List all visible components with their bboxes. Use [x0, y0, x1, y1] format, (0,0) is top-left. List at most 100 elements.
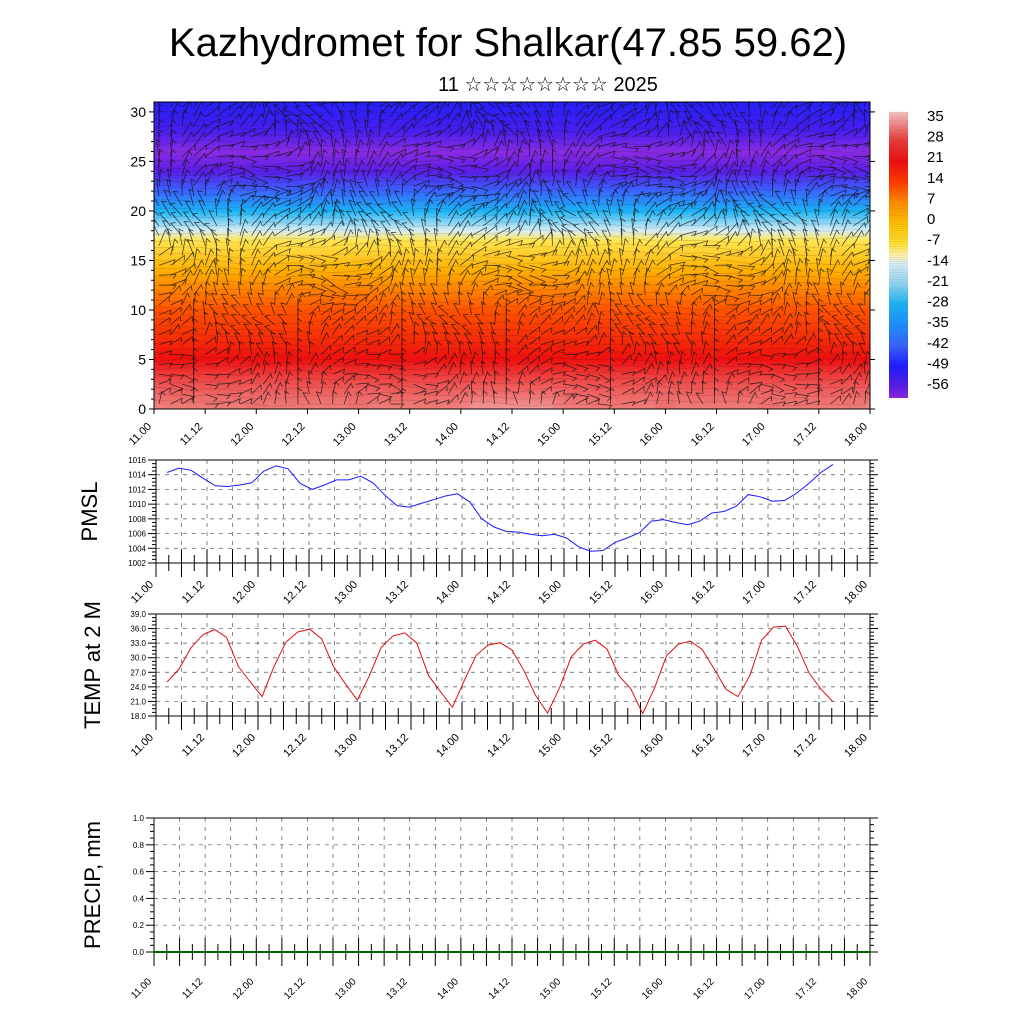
wind-barb	[586, 258, 597, 276]
contour-line	[154, 102, 867, 110]
wind-barb	[686, 102, 692, 108]
wind-barb	[757, 119, 763, 137]
wind-barb	[193, 247, 201, 266]
colorbar-label: -42	[927, 335, 949, 352]
wind-barb	[664, 291, 671, 306]
x-tick-label: 12.00	[231, 976, 257, 1002]
wind-barb	[656, 380, 663, 395]
wind-barb	[296, 113, 310, 128]
wind-barb	[552, 340, 566, 346]
y-tick-label: 30.0	[130, 654, 146, 663]
wind-barb	[644, 166, 663, 175]
wind-barb	[170, 373, 185, 380]
wind-barb	[748, 391, 758, 405]
wind-barb	[829, 200, 842, 217]
wind-barb	[460, 324, 472, 335]
wind-barb	[864, 219, 870, 227]
wind-barb	[529, 149, 539, 167]
wind-barb	[251, 372, 261, 385]
wind-barb	[772, 335, 783, 345]
wind-barb	[529, 294, 544, 301]
wind-barb	[378, 326, 390, 336]
wind-barb	[332, 274, 351, 281]
wind-barb	[170, 109, 179, 127]
wind-barb	[239, 228, 248, 246]
wind-barb	[540, 314, 551, 326]
x-tick-label: 12.12	[282, 976, 308, 1002]
wind-barb	[633, 259, 644, 276]
wind-barb	[783, 392, 798, 398]
wind-barb	[586, 136, 603, 147]
x-tick-label: 14.00	[434, 579, 462, 607]
wind-barb	[593, 301, 600, 316]
wind-barb	[644, 102, 654, 118]
wind-barb	[575, 103, 589, 118]
wind-barb	[438, 314, 449, 326]
wind-barb	[220, 293, 229, 306]
wind-barb	[853, 281, 861, 296]
wind-barb	[274, 225, 290, 237]
wind-barb	[378, 131, 391, 147]
wind-barb	[228, 367, 241, 375]
wind-barb	[413, 373, 428, 380]
x-tick-label: 16.00	[638, 732, 666, 760]
x-tick-label: 16.00	[638, 579, 666, 607]
wind-barb	[332, 322, 342, 335]
wind-barb	[748, 150, 760, 167]
wind-barb	[777, 229, 785, 246]
wind-barb	[702, 311, 710, 325]
wind-barb	[500, 102, 507, 108]
wind-barb	[239, 102, 247, 108]
wind-barb	[459, 211, 472, 227]
wind-barb	[716, 131, 727, 147]
wind-barb	[320, 221, 333, 236]
wind-barb	[441, 322, 449, 335]
wind-barb	[203, 311, 209, 325]
wind-barb	[402, 211, 414, 227]
wind-barb	[219, 324, 229, 335]
wind-barb	[424, 104, 439, 118]
wind-barb	[783, 373, 798, 380]
wind-barb	[228, 171, 246, 178]
wind-barb	[193, 268, 203, 286]
wind-barb	[413, 179, 431, 187]
wind-barb	[563, 239, 575, 256]
wind-barb	[668, 175, 685, 186]
wind-barb	[841, 386, 854, 395]
x-tick-label: 16.00	[638, 421, 666, 449]
wind-barb	[656, 166, 675, 174]
wind-barb	[448, 373, 459, 385]
wind-barb	[714, 188, 723, 207]
wind-barb	[679, 371, 688, 385]
colorbar-label: -21	[927, 273, 949, 290]
wind-barb	[239, 175, 258, 185]
wind-barb	[355, 148, 361, 167]
wind-barb	[494, 294, 505, 306]
wind-barb	[251, 269, 263, 286]
wind-barb	[286, 189, 304, 197]
wind-barb	[238, 340, 244, 355]
wind-barb	[390, 353, 405, 359]
wind-barb	[818, 198, 824, 216]
wind-barb	[606, 267, 612, 286]
grid-lines	[156, 460, 870, 563]
wind-barb	[216, 347, 229, 355]
wind-barb	[204, 268, 215, 286]
wind-barb	[158, 316, 171, 326]
wind-barb	[644, 352, 654, 365]
wind-barb	[540, 366, 553, 375]
wind-barb	[633, 227, 639, 246]
wind-barb	[494, 370, 500, 385]
wind-barb	[506, 284, 524, 294]
wind-barb	[529, 169, 539, 187]
y-tick-label: 18.0	[130, 712, 146, 721]
wind-barb	[375, 168, 381, 187]
wind-barb	[378, 102, 392, 118]
wind-barb	[228, 112, 241, 128]
wind-barb	[447, 382, 458, 395]
wind-barb	[748, 228, 756, 246]
wind-barb	[182, 393, 196, 401]
wind-barb	[667, 136, 684, 147]
wind-barb	[263, 185, 281, 195]
wind-barb	[656, 109, 664, 127]
